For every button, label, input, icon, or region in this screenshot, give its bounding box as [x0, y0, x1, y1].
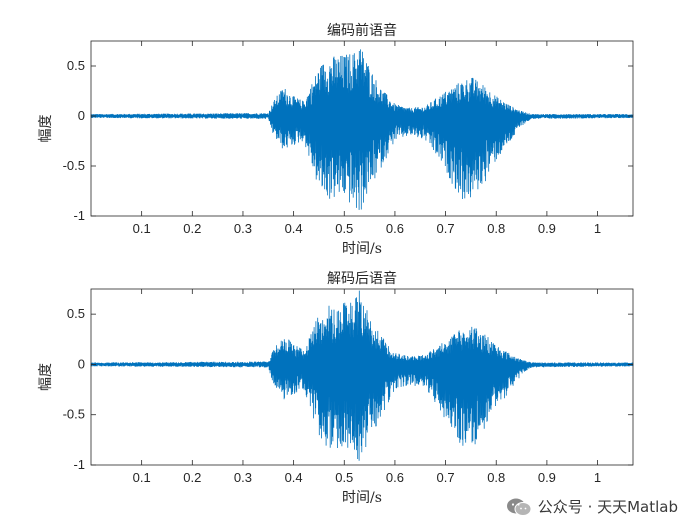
x-tick-label: 0.7 [437, 221, 455, 236]
x-tick-label: 0.8 [487, 470, 505, 485]
x-tick-label: 0.7 [437, 470, 455, 485]
x-tick-label: 0.6 [386, 470, 404, 485]
x-tick-label: 1 [594, 470, 601, 485]
x-tick-label: 0.3 [234, 221, 252, 236]
upper-plot: 0.1 0.2 0.3 0.4 0.5 0.6 0.7 0.8 0.9 1 -1 -0.5 0 0.5 编码… [38, 22, 634, 257]
watermark: 公众号 · 天天Matlab [506, 496, 678, 517]
x-tick-label: 0.5 [335, 470, 353, 485]
chart-title: 解码后语音 [327, 270, 397, 287]
axes-box [90, 288, 634, 466]
axes-box [90, 40, 634, 217]
y-axis-label: 幅度 [38, 115, 54, 143]
x-tick-label: 0.4 [285, 221, 303, 236]
waveform-line [90, 49, 634, 210]
y-tick-label: -0.5 [63, 407, 85, 422]
y-tick-label: -0.5 [63, 158, 85, 173]
x-tick-label: 0.3 [234, 470, 252, 485]
x-axis-label: 时间/s [342, 490, 382, 506]
x-tick-label: 0.9 [538, 470, 556, 485]
x-tick-label: 0.5 [335, 221, 353, 236]
x-axis-label: 时间/s [342, 241, 382, 257]
chart-title: 编码前语音 [327, 22, 397, 39]
x-tick-label: 0.1 [133, 221, 151, 236]
lower-plot: 0.1 0.2 0.3 0.4 0.5 0.6 0.7 0.8 0.9 1 -1 -0.5 0 0.5 解码… [38, 270, 634, 506]
x-tick-label: 0.2 [183, 470, 201, 485]
y-tick-label: -1 [73, 457, 85, 472]
watermark-text: 公众号 · 天天Matlab [537, 498, 678, 516]
x-tick-label: 0.6 [386, 221, 404, 236]
waveform-line [90, 290, 634, 461]
y-tick-label: -1 [73, 208, 85, 223]
y-axis-label: 幅度 [38, 363, 54, 391]
x-tick-label: 0.9 [538, 221, 556, 236]
y-tick-label: 0.5 [67, 306, 85, 321]
x-tick-label: 0.8 [487, 221, 505, 236]
x-tick-label: 0.2 [183, 221, 201, 236]
x-tick-label: 0.4 [285, 470, 303, 485]
y-tick-label: 0 [78, 356, 85, 371]
wechat-icon [506, 498, 532, 516]
y-tick-label: 0.5 [67, 58, 85, 73]
y-tick-label: 0 [78, 108, 85, 123]
x-tick-label: 1 [594, 221, 601, 236]
x-tick-label: 0.1 [133, 470, 151, 485]
